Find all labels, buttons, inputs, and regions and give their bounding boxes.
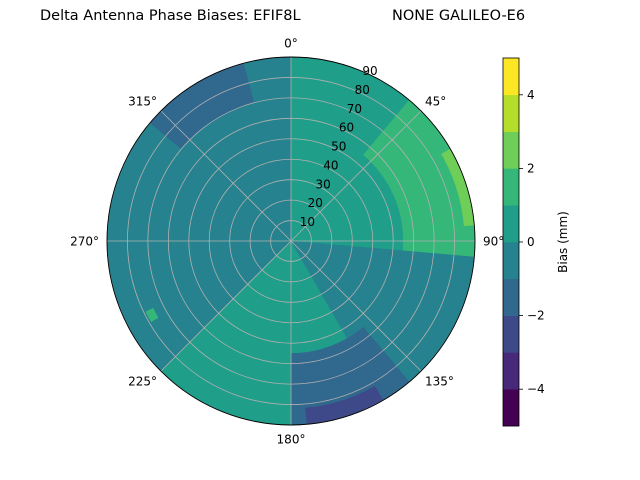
radial-tick-label-30: 30 [316,177,331,191]
angular-gridline-135 [290,240,422,372]
angular-gridline-45 [290,110,422,242]
contour-region-8 [145,307,159,323]
colorbar-band-1 [503,352,519,390]
angular-tick-label-0: 0° [284,37,298,51]
angular-tick-label-45: 45° [425,95,446,109]
radial-tick-label-90: 90 [362,64,377,78]
colorbar-band-6 [503,168,519,206]
colorbar-band-9 [503,58,519,96]
angular-tick-label-180: 180° [277,433,306,447]
colorbar-band-4 [503,242,519,280]
radial-tick-label-60: 60 [339,121,354,135]
angular-gridline-225 [160,240,292,372]
angular-gridline-315 [160,110,292,242]
radial-tick-label-70: 70 [347,102,362,116]
polar-grid [106,56,476,426]
angular-tick-label-135: 135° [425,375,454,389]
colorbar-tick-label--4: −4 [527,382,545,396]
colorbar-label: Bias (mm) [556,211,570,273]
colorbar-band-2 [503,315,519,353]
colorbar-bands [503,58,519,427]
colorbar-band-0 [503,389,519,427]
colorbar-tick-label-4: 4 [527,88,535,102]
angular-tick-label-90: 90° [483,235,504,249]
radial-tick-labels: 10 20 30 40 50 60 70 80 90 [300,64,378,229]
radial-tick-label-10: 10 [300,215,315,229]
colorbar: −4 −2 0 2 4 Bias (mm) [502,57,570,427]
colorbar-tick-label-2: 2 [527,161,535,175]
colorbar-band-3 [503,278,519,316]
radial-tick-label-40: 40 [323,158,338,172]
angular-tick-label-270: 270° [70,235,99,249]
colorbar-tick-label-0: 0 [527,235,535,249]
polar-axis-outline [106,56,476,426]
radial-tick-label-20: 20 [308,196,323,210]
chart-title-right: NONE GALILEO-E6 [392,8,526,24]
colorbar-band-5 [503,205,519,243]
colorbar-tick-label--2: −2 [527,309,545,323]
colorbar-band-7 [503,131,519,169]
radial-tick-label-50: 50 [331,140,346,154]
angular-tick-label-315: 315° [128,95,157,109]
colorbar-band-8 [503,94,519,132]
chart-title-left: Delta Antenna Phase Biases: EFIF8L [40,8,301,24]
radial-tick-label-80: 80 [355,83,370,97]
angular-tick-labels: 0° 45° 90° 135° 180° 225° 270° 315° [70,37,504,447]
angular-tick-label-225: 225° [128,375,157,389]
colorbar-ticks: −4 −2 0 2 4 [519,88,545,396]
